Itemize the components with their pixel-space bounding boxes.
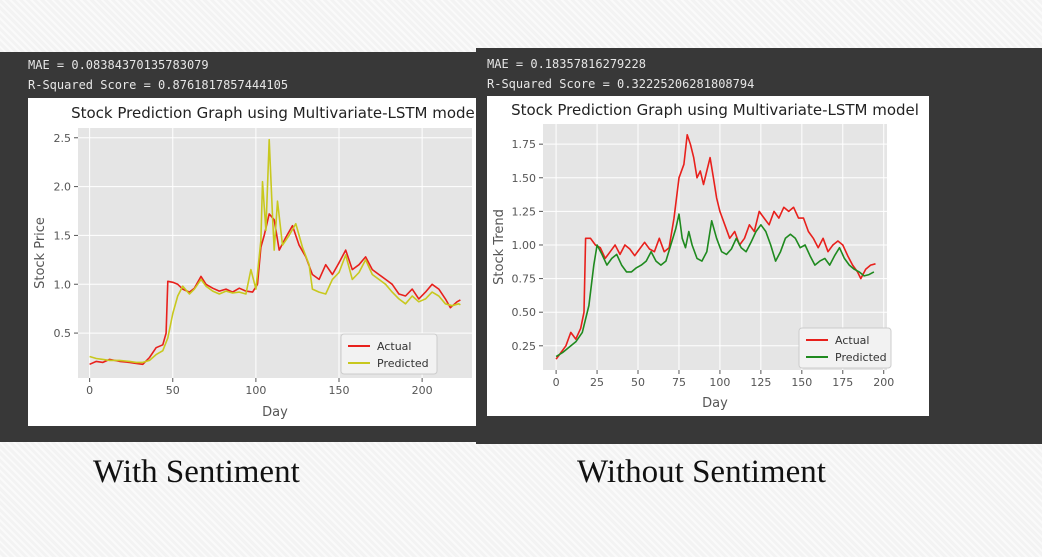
right-x-tick-label: 50	[631, 376, 645, 389]
right-mae-text: MAE = 0.18357816279228	[487, 57, 646, 71]
right-x-axis-label: Day	[702, 396, 728, 411]
right-chart-figure: 0 25 50 75 100 125 150 175 200 0.25 0.50 0.75 1.00 1.…	[487, 96, 929, 416]
left-chart-title: Stock Prediction Graph using Multivariat…	[71, 104, 476, 122]
right-x-tick-label: 150	[791, 376, 812, 389]
right-y-tick-label: 0.75	[512, 273, 537, 286]
left-chart-svg: 0 50 100 150 200 0.5 1.0 1.5 2.0 2.5 Stock Predict…	[33, 104, 476, 420]
right-series-predicted-line	[555, 213, 875, 358]
right-y-tick-label: 1.25	[512, 205, 537, 218]
left-x-tick-label: 100	[245, 384, 266, 397]
right-chart-title: Stock Prediction Graph using Multivariat…	[511, 101, 919, 119]
left-y-tick-label: 2.5	[54, 132, 72, 145]
right-x-tick-label: 25	[590, 376, 604, 389]
left-x-axis-label: Day	[262, 405, 288, 420]
left-y-tick-label: 1.0	[54, 278, 72, 291]
left-legend-label-actual: Actual	[377, 340, 411, 353]
right-y-tick-label: 1.50	[512, 172, 537, 185]
right-chart-svg: 0 25 50 75 100 125 150 175 200 0.25 0.50 0.75 1.00 1.…	[492, 101, 919, 411]
right-y-tick-label: 1.75	[512, 138, 537, 151]
right-r2-text: R-Squared Score = 0.32225206281808794	[487, 77, 755, 91]
right-x-tick-label: 0	[553, 376, 560, 389]
right-x-tick-label: 75	[672, 376, 686, 389]
right-legend-label-actual: Actual	[835, 334, 869, 347]
right-x-tick-label: 175	[832, 376, 853, 389]
left-series-predicted-line	[89, 138, 461, 364]
right-y-tick-label: 0.50	[512, 306, 537, 319]
left-caption: With Sentiment	[93, 454, 300, 490]
left-y-tick-label: 2.0	[54, 181, 72, 194]
right-caption: Without Sentiment	[577, 454, 826, 490]
left-chart-figure: 0 50 100 150 200 0.5 1.0 1.5 2.0 2.5 Stock Predict…	[28, 98, 476, 426]
left-x-tick-label: 0	[86, 384, 93, 397]
left-series-actual-line	[89, 213, 461, 366]
right-y-tick-label: 0.25	[512, 340, 537, 353]
left-mae-text: MAE = 0.08384370135783079	[28, 58, 209, 72]
right-series-actual-line	[555, 134, 876, 360]
left-legend-label-predicted: Predicted	[377, 357, 429, 370]
right-y-tick-label: 1.00	[512, 239, 537, 252]
right-x-tick-label: 100	[709, 376, 730, 389]
left-r2-text: R-Squared Score = 0.8761817857444105	[28, 78, 289, 92]
left-y-axis-label: Stock Price	[33, 217, 48, 289]
left-x-tick-label: 50	[166, 384, 180, 397]
left-x-tick-label: 150	[329, 384, 350, 397]
left-x-tick-label: 200	[412, 384, 433, 397]
right-y-axis-label: Stock Trend	[492, 209, 507, 285]
right-x-tick-label: 125	[750, 376, 771, 389]
left-y-tick-label: 1.5	[54, 229, 72, 242]
right-legend-label-predicted: Predicted	[835, 351, 887, 364]
left-y-tick-label: 0.5	[54, 327, 72, 340]
right-x-tick-label: 200	[873, 376, 894, 389]
